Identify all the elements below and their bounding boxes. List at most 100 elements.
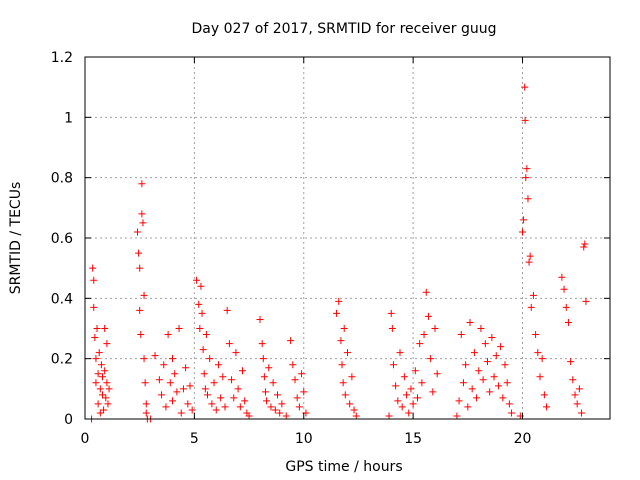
data-point — [91, 334, 99, 342]
data-point — [527, 303, 535, 311]
data-point — [198, 309, 206, 317]
data-point — [405, 409, 413, 417]
data-point — [221, 403, 229, 411]
data-point — [477, 325, 485, 332]
data-point — [479, 376, 487, 384]
data-point — [466, 318, 474, 326]
data-point — [135, 249, 143, 257]
data-point — [348, 373, 356, 381]
data-point — [522, 174, 530, 182]
x-tick-label: 15 — [404, 431, 422, 447]
data-point — [188, 406, 196, 414]
x-tick-label: 10 — [295, 431, 313, 447]
data-point — [214, 361, 222, 369]
data-point — [569, 376, 577, 384]
data-point — [523, 165, 531, 173]
data-point — [339, 379, 347, 387]
data-point — [195, 300, 203, 308]
data-point — [464, 403, 472, 411]
data-point — [540, 391, 548, 399]
data-point — [269, 379, 277, 387]
data-point — [536, 373, 544, 381]
data-point — [385, 412, 393, 420]
data-point — [394, 397, 402, 405]
data-point — [505, 400, 513, 408]
data-point — [162, 403, 170, 411]
data-point — [104, 400, 112, 408]
data-point — [453, 412, 461, 420]
data-point — [473, 394, 481, 402]
data-point — [158, 391, 166, 399]
data-point — [302, 409, 310, 417]
x-tick-label: 20 — [514, 431, 532, 447]
data-point — [223, 306, 231, 314]
data-point — [89, 264, 97, 272]
data-point — [519, 228, 526, 236]
data-point — [340, 325, 348, 332]
data-point — [396, 349, 404, 357]
data-point — [173, 388, 181, 396]
data-point — [475, 367, 483, 375]
data-point — [560, 285, 568, 293]
data-point — [520, 216, 528, 224]
data-point — [151, 352, 159, 360]
data-point — [486, 388, 494, 396]
data-point — [271, 406, 279, 414]
data-point — [94, 400, 102, 408]
data-point — [455, 397, 463, 405]
data-point — [582, 297, 590, 305]
data-point — [481, 340, 489, 348]
data-point — [508, 409, 516, 417]
data-point — [177, 409, 185, 417]
data-point — [414, 394, 421, 402]
data-point — [543, 403, 551, 411]
data-point — [459, 379, 467, 387]
data-point — [291, 376, 299, 384]
data-point — [521, 116, 529, 124]
data-point — [346, 400, 354, 408]
data-point — [175, 325, 183, 332]
data-point — [558, 273, 566, 281]
data-point — [431, 325, 439, 332]
data-point — [427, 355, 435, 363]
data-point — [532, 331, 540, 339]
data-point — [409, 400, 417, 408]
data-point — [276, 409, 284, 417]
data-point — [282, 412, 290, 420]
data-point — [94, 370, 102, 378]
data-point — [388, 325, 396, 332]
data-point — [155, 376, 163, 384]
data-point — [137, 331, 145, 339]
y-tick-label: 1.2 — [51, 50, 73, 66]
data-point — [197, 282, 205, 290]
data-point — [97, 361, 105, 369]
data-point — [101, 367, 109, 375]
data-point — [90, 303, 98, 311]
data-point — [416, 340, 424, 348]
data-point — [267, 403, 275, 411]
data-point — [338, 361, 346, 369]
data-point — [193, 276, 201, 284]
data-point — [202, 331, 210, 339]
data-point — [287, 337, 295, 345]
data-point — [142, 400, 150, 408]
data-point — [140, 291, 148, 299]
data-point — [201, 385, 209, 393]
data-point — [261, 388, 269, 396]
data-point — [92, 379, 100, 387]
data-point — [534, 349, 542, 357]
data-points — [88, 83, 590, 423]
data-point — [92, 355, 100, 363]
data-point — [298, 370, 306, 378]
chart-title: Day 027 of 2017, SRMTID for receiver guu… — [192, 21, 497, 37]
tick-labels: 0 5 10 15 20 0 0.2 0.4 0.6 0.8 1 1.2 — [51, 50, 532, 447]
data-point — [141, 379, 149, 387]
data-point — [524, 195, 532, 203]
data-point — [96, 385, 104, 393]
data-point — [529, 291, 537, 299]
data-point — [210, 379, 218, 387]
data-point — [101, 325, 109, 332]
data-point — [484, 358, 491, 366]
data-point — [581, 240, 589, 248]
